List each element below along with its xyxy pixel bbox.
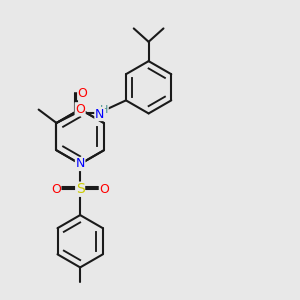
- Text: O: O: [100, 183, 110, 196]
- Text: H: H: [100, 105, 108, 115]
- Text: O: O: [75, 103, 85, 116]
- Text: O: O: [51, 183, 61, 196]
- Text: S: S: [76, 182, 85, 196]
- Text: N: N: [76, 158, 85, 170]
- Text: N: N: [95, 107, 104, 121]
- Text: O: O: [78, 87, 88, 100]
